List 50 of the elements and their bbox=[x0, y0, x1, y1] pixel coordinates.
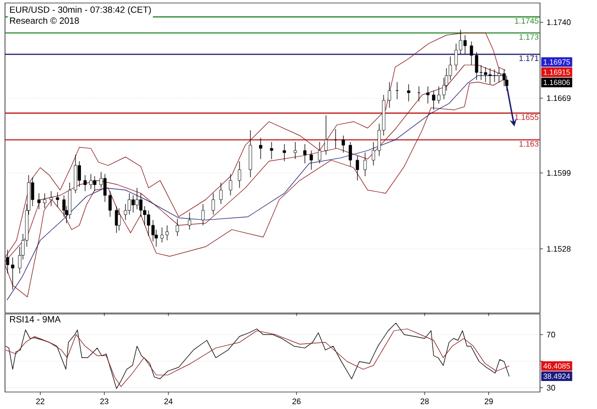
text: Research © 2018 bbox=[10, 17, 79, 24]
candlestick bbox=[30, 176, 34, 206]
candlestick bbox=[135, 188, 139, 210]
candlestick bbox=[470, 41, 474, 66]
candlestick bbox=[388, 82, 392, 108]
candlestick bbox=[318, 142, 322, 164]
candlestick bbox=[83, 174, 87, 192]
candlestick bbox=[324, 114, 328, 156]
candlestick bbox=[108, 190, 112, 218]
candlestick bbox=[56, 192, 60, 208]
candlestick bbox=[219, 182, 223, 204]
candlestick bbox=[407, 84, 410, 102]
candlestick bbox=[132, 195, 135, 213]
candlestick bbox=[342, 135, 345, 153]
candlestick bbox=[426, 86, 430, 104]
candlestick bbox=[363, 152, 367, 176]
candlestick bbox=[103, 174, 107, 202]
chart-title: RSI14 - 9MA bbox=[10, 316, 61, 322]
candlestick bbox=[294, 142, 297, 160]
chart-title: EUR/USD - 30min - 07:38:42 (CET) bbox=[10, 6, 151, 15]
candlestick bbox=[201, 204, 205, 226]
candlestick bbox=[488, 68, 492, 85]
candlestick bbox=[166, 225, 169, 241]
candlestick bbox=[356, 156, 360, 181]
candlestick bbox=[43, 192, 46, 209]
candlestick bbox=[259, 137, 262, 160]
candlestick bbox=[282, 144, 286, 162]
candlestick bbox=[176, 218, 179, 236]
candlestick bbox=[37, 192, 41, 210]
candlestick bbox=[502, 68, 506, 87]
candlestick bbox=[372, 142, 376, 166]
candlestick bbox=[463, 34, 467, 55]
candlestick bbox=[270, 142, 274, 160]
candlestick bbox=[212, 192, 215, 215]
candlestick bbox=[78, 160, 81, 188]
candlestick bbox=[117, 208, 121, 231]
candlestick bbox=[146, 210, 150, 236]
candlestick bbox=[160, 227, 164, 243]
candlestick bbox=[89, 174, 92, 190]
candlestick bbox=[228, 174, 232, 196]
candlestick bbox=[188, 212, 192, 230]
candlestick bbox=[348, 142, 352, 167]
candlestick bbox=[238, 160, 242, 188]
candlestick bbox=[497, 66, 501, 82]
candlestick bbox=[474, 52, 478, 80]
candlestick bbox=[310, 150, 313, 170]
candlestick bbox=[93, 176, 96, 192]
candlestick bbox=[124, 204, 128, 220]
candlestick bbox=[303, 144, 306, 164]
candlestick bbox=[50, 190, 53, 206]
